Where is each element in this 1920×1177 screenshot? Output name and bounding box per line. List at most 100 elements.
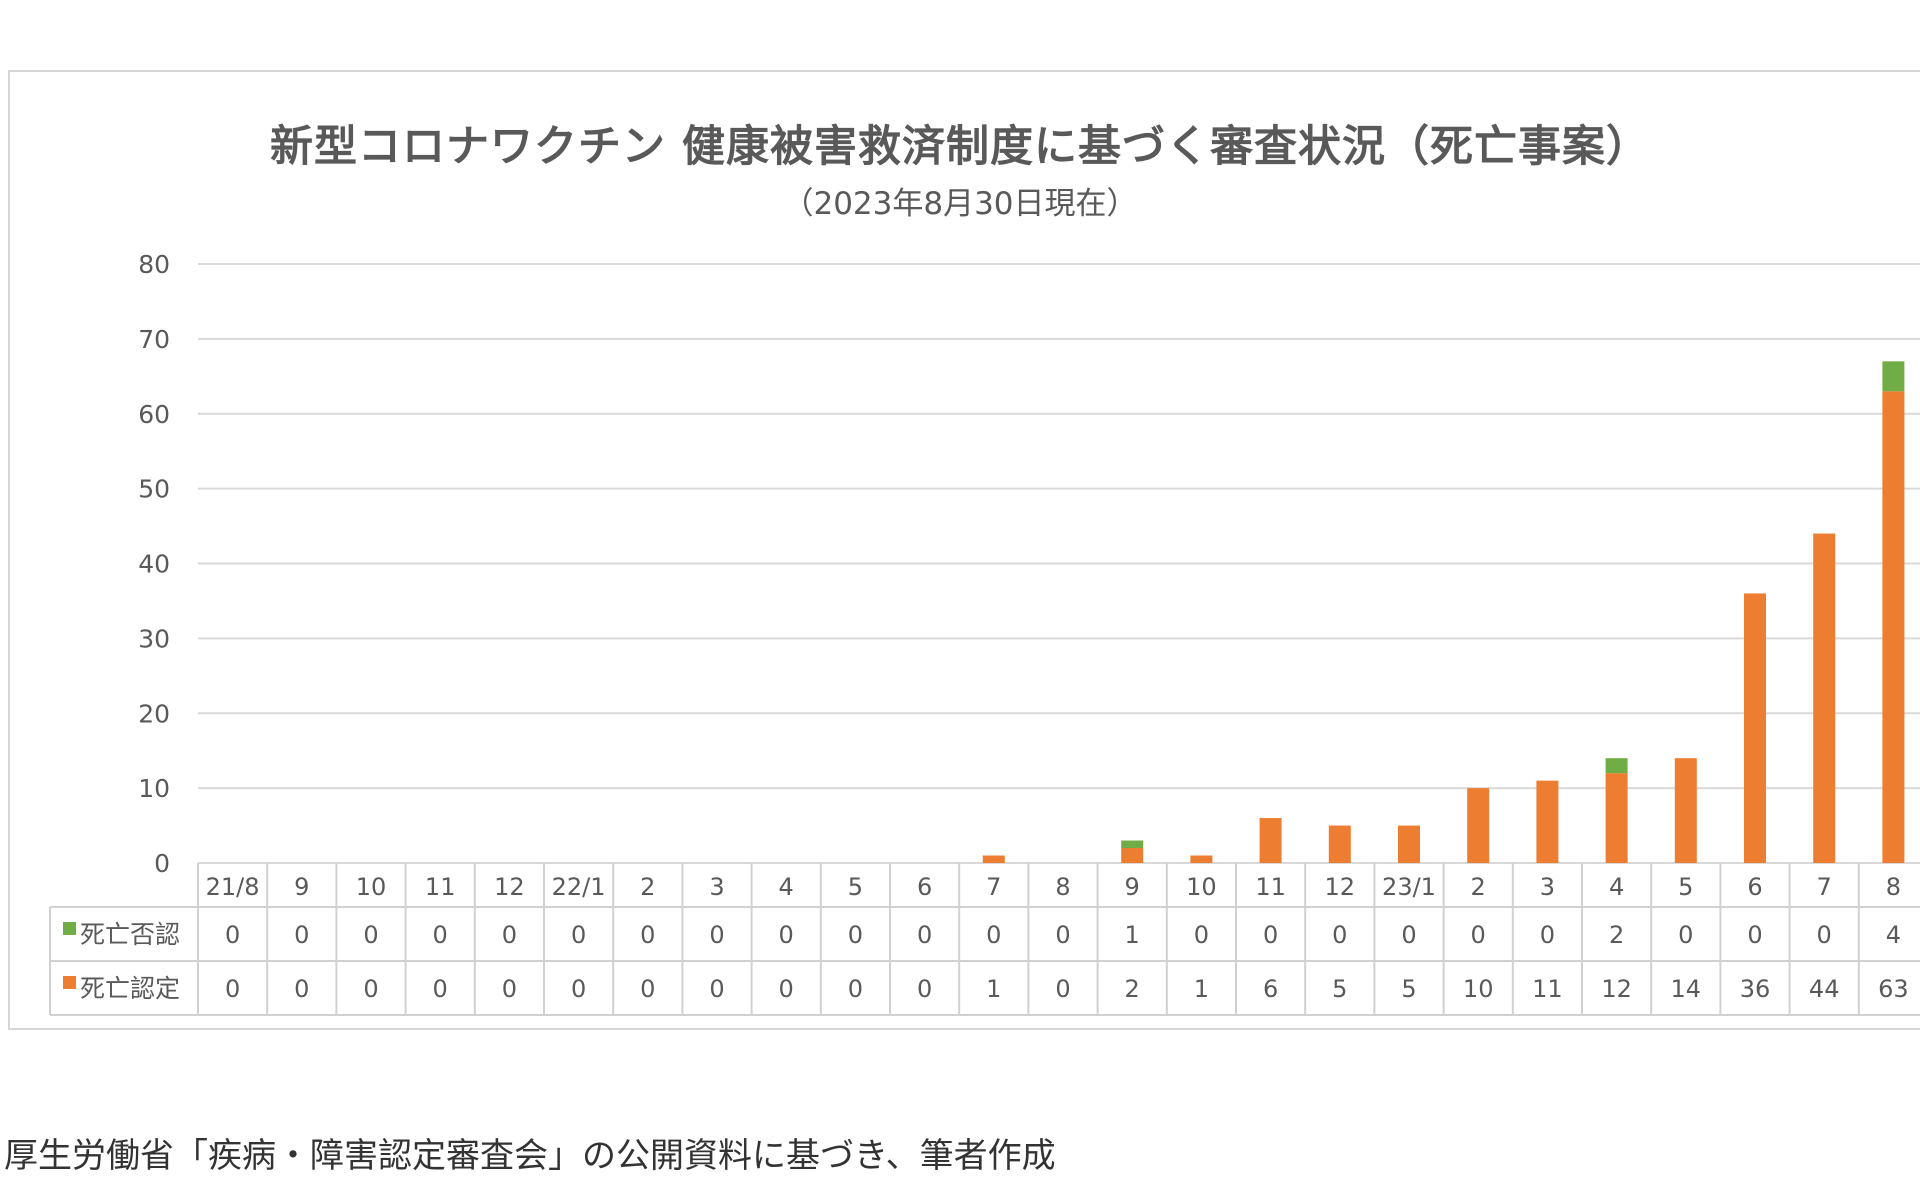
x-tick-label: 23/1 — [1382, 873, 1436, 901]
data-label: 2 — [1609, 921, 1624, 949]
data-label: 0 — [571, 921, 586, 949]
data-label: 0 — [709, 975, 724, 1003]
data-label: 14 — [1671, 975, 1702, 1003]
data-label: 0 — [1332, 921, 1347, 949]
data-label: 63 — [1878, 975, 1909, 1003]
data-label: 4 — [1886, 921, 1901, 949]
data-label: 12 — [1601, 975, 1632, 1003]
x-tick-label: 6 — [1747, 873, 1762, 901]
chart-title: 新型コロナワクチン 健康被害救済制度に基づく審査状況（死亡事案） — [270, 122, 1650, 172]
x-tick-label: 9 — [294, 873, 309, 901]
bar-approved — [1190, 855, 1213, 863]
x-tick-label: 11 — [425, 873, 456, 901]
x-tick-label: 8 — [1886, 873, 1901, 901]
bar-denied — [1121, 840, 1144, 849]
data-label: 0 — [1055, 975, 1070, 1003]
x-tick-label: 9 — [1125, 873, 1140, 901]
bar-denied — [1605, 758, 1628, 774]
legend-label: 死亡否認 — [80, 920, 180, 949]
data-label: 1 — [1125, 921, 1140, 949]
y-tick-label: 70 — [138, 325, 170, 354]
y-tick-label: 10 — [138, 774, 170, 803]
data-label: 0 — [917, 921, 932, 949]
data-label: 44 — [1809, 975, 1840, 1003]
x-tick-label: 10 — [1186, 873, 1217, 901]
bar-approved — [1259, 818, 1282, 863]
x-tick-label: 7 — [1817, 873, 1832, 901]
data-label: 0 — [1678, 921, 1693, 949]
x-tick-label: 2 — [1471, 873, 1486, 901]
bar-approved — [1605, 773, 1628, 863]
data-label: 0 — [709, 921, 724, 949]
data-label: 0 — [1194, 921, 1209, 949]
y-tick-label: 60 — [138, 400, 170, 429]
data-label: 0 — [225, 921, 240, 949]
bar-approved — [982, 855, 1005, 863]
data-label: 0 — [1471, 921, 1486, 949]
data-label: 0 — [779, 921, 794, 949]
data-label: 0 — [502, 975, 517, 1003]
data-label: 0 — [640, 921, 655, 949]
x-tick-label: 5 — [848, 873, 863, 901]
y-tick-label: 50 — [138, 475, 170, 504]
bar-approved — [1813, 533, 1836, 863]
x-tick-label: 2 — [640, 873, 655, 901]
data-label: 0 — [917, 975, 932, 1003]
x-tick-label: 8 — [1055, 873, 1070, 901]
bar-approved — [1467, 788, 1490, 863]
data-label: 0 — [294, 921, 309, 949]
bar-denied — [1882, 361, 1905, 392]
y-tick-label: 40 — [138, 550, 170, 579]
x-tick-label: 4 — [779, 873, 794, 901]
data-label: 0 — [986, 921, 1001, 949]
bar-approved — [1882, 391, 1905, 863]
data-label: 0 — [294, 975, 309, 1003]
data-label: 0 — [433, 921, 448, 949]
x-tick-label: 3 — [1540, 873, 1555, 901]
bar-approved — [1744, 593, 1766, 863]
data-label: 0 — [640, 975, 655, 1003]
bar-approved — [1121, 848, 1144, 863]
data-label: 0 — [1540, 921, 1555, 949]
data-label: 6 — [1263, 975, 1278, 1003]
data-label: 0 — [1055, 921, 1070, 949]
chart-subtitle: （2023年8月30日現在） — [782, 186, 1138, 222]
y-tick-label: 0 — [154, 849, 170, 878]
legend-swatch — [63, 976, 76, 989]
legend-swatch — [63, 922, 76, 935]
bar-approved — [1398, 825, 1420, 863]
data-label: 0 — [363, 921, 378, 949]
x-tick-label: 12 — [1325, 873, 1356, 901]
data-label: 0 — [1263, 921, 1278, 949]
y-tick-label: 20 — [138, 699, 170, 728]
x-tick-label: 21/8 — [206, 873, 260, 901]
data-label: 0 — [225, 975, 240, 1003]
y-tick-label: 80 — [138, 250, 170, 279]
data-label: 36 — [1740, 975, 1771, 1003]
data-label: 0 — [571, 975, 586, 1003]
data-label: 11 — [1532, 975, 1563, 1003]
data-label: 5 — [1332, 975, 1347, 1003]
x-tick-label: 3 — [709, 873, 724, 901]
bar-approved — [1536, 780, 1559, 863]
data-label: 1 — [986, 975, 1001, 1003]
data-label: 0 — [848, 975, 863, 1003]
data-label: 2 — [1125, 975, 1140, 1003]
data-label: 0 — [779, 975, 794, 1003]
data-label: 0 — [502, 921, 517, 949]
x-tick-label: 10 — [356, 873, 387, 901]
x-tick-label: 7 — [986, 873, 1001, 901]
data-label: 10 — [1463, 975, 1494, 1003]
legend-label: 死亡認定 — [80, 974, 180, 1003]
x-tick-label: 6 — [917, 873, 932, 901]
data-label: 0 — [1747, 921, 1762, 949]
data-label: 0 — [1401, 921, 1416, 949]
data-label: 0 — [848, 921, 863, 949]
data-label: 0 — [363, 975, 378, 1003]
data-label: 5 — [1401, 975, 1416, 1003]
chart-frame — [8, 70, 1920, 1030]
data-label: 1 — [1194, 975, 1209, 1003]
x-tick-label: 5 — [1678, 873, 1693, 901]
x-tick-label: 11 — [1255, 873, 1286, 901]
